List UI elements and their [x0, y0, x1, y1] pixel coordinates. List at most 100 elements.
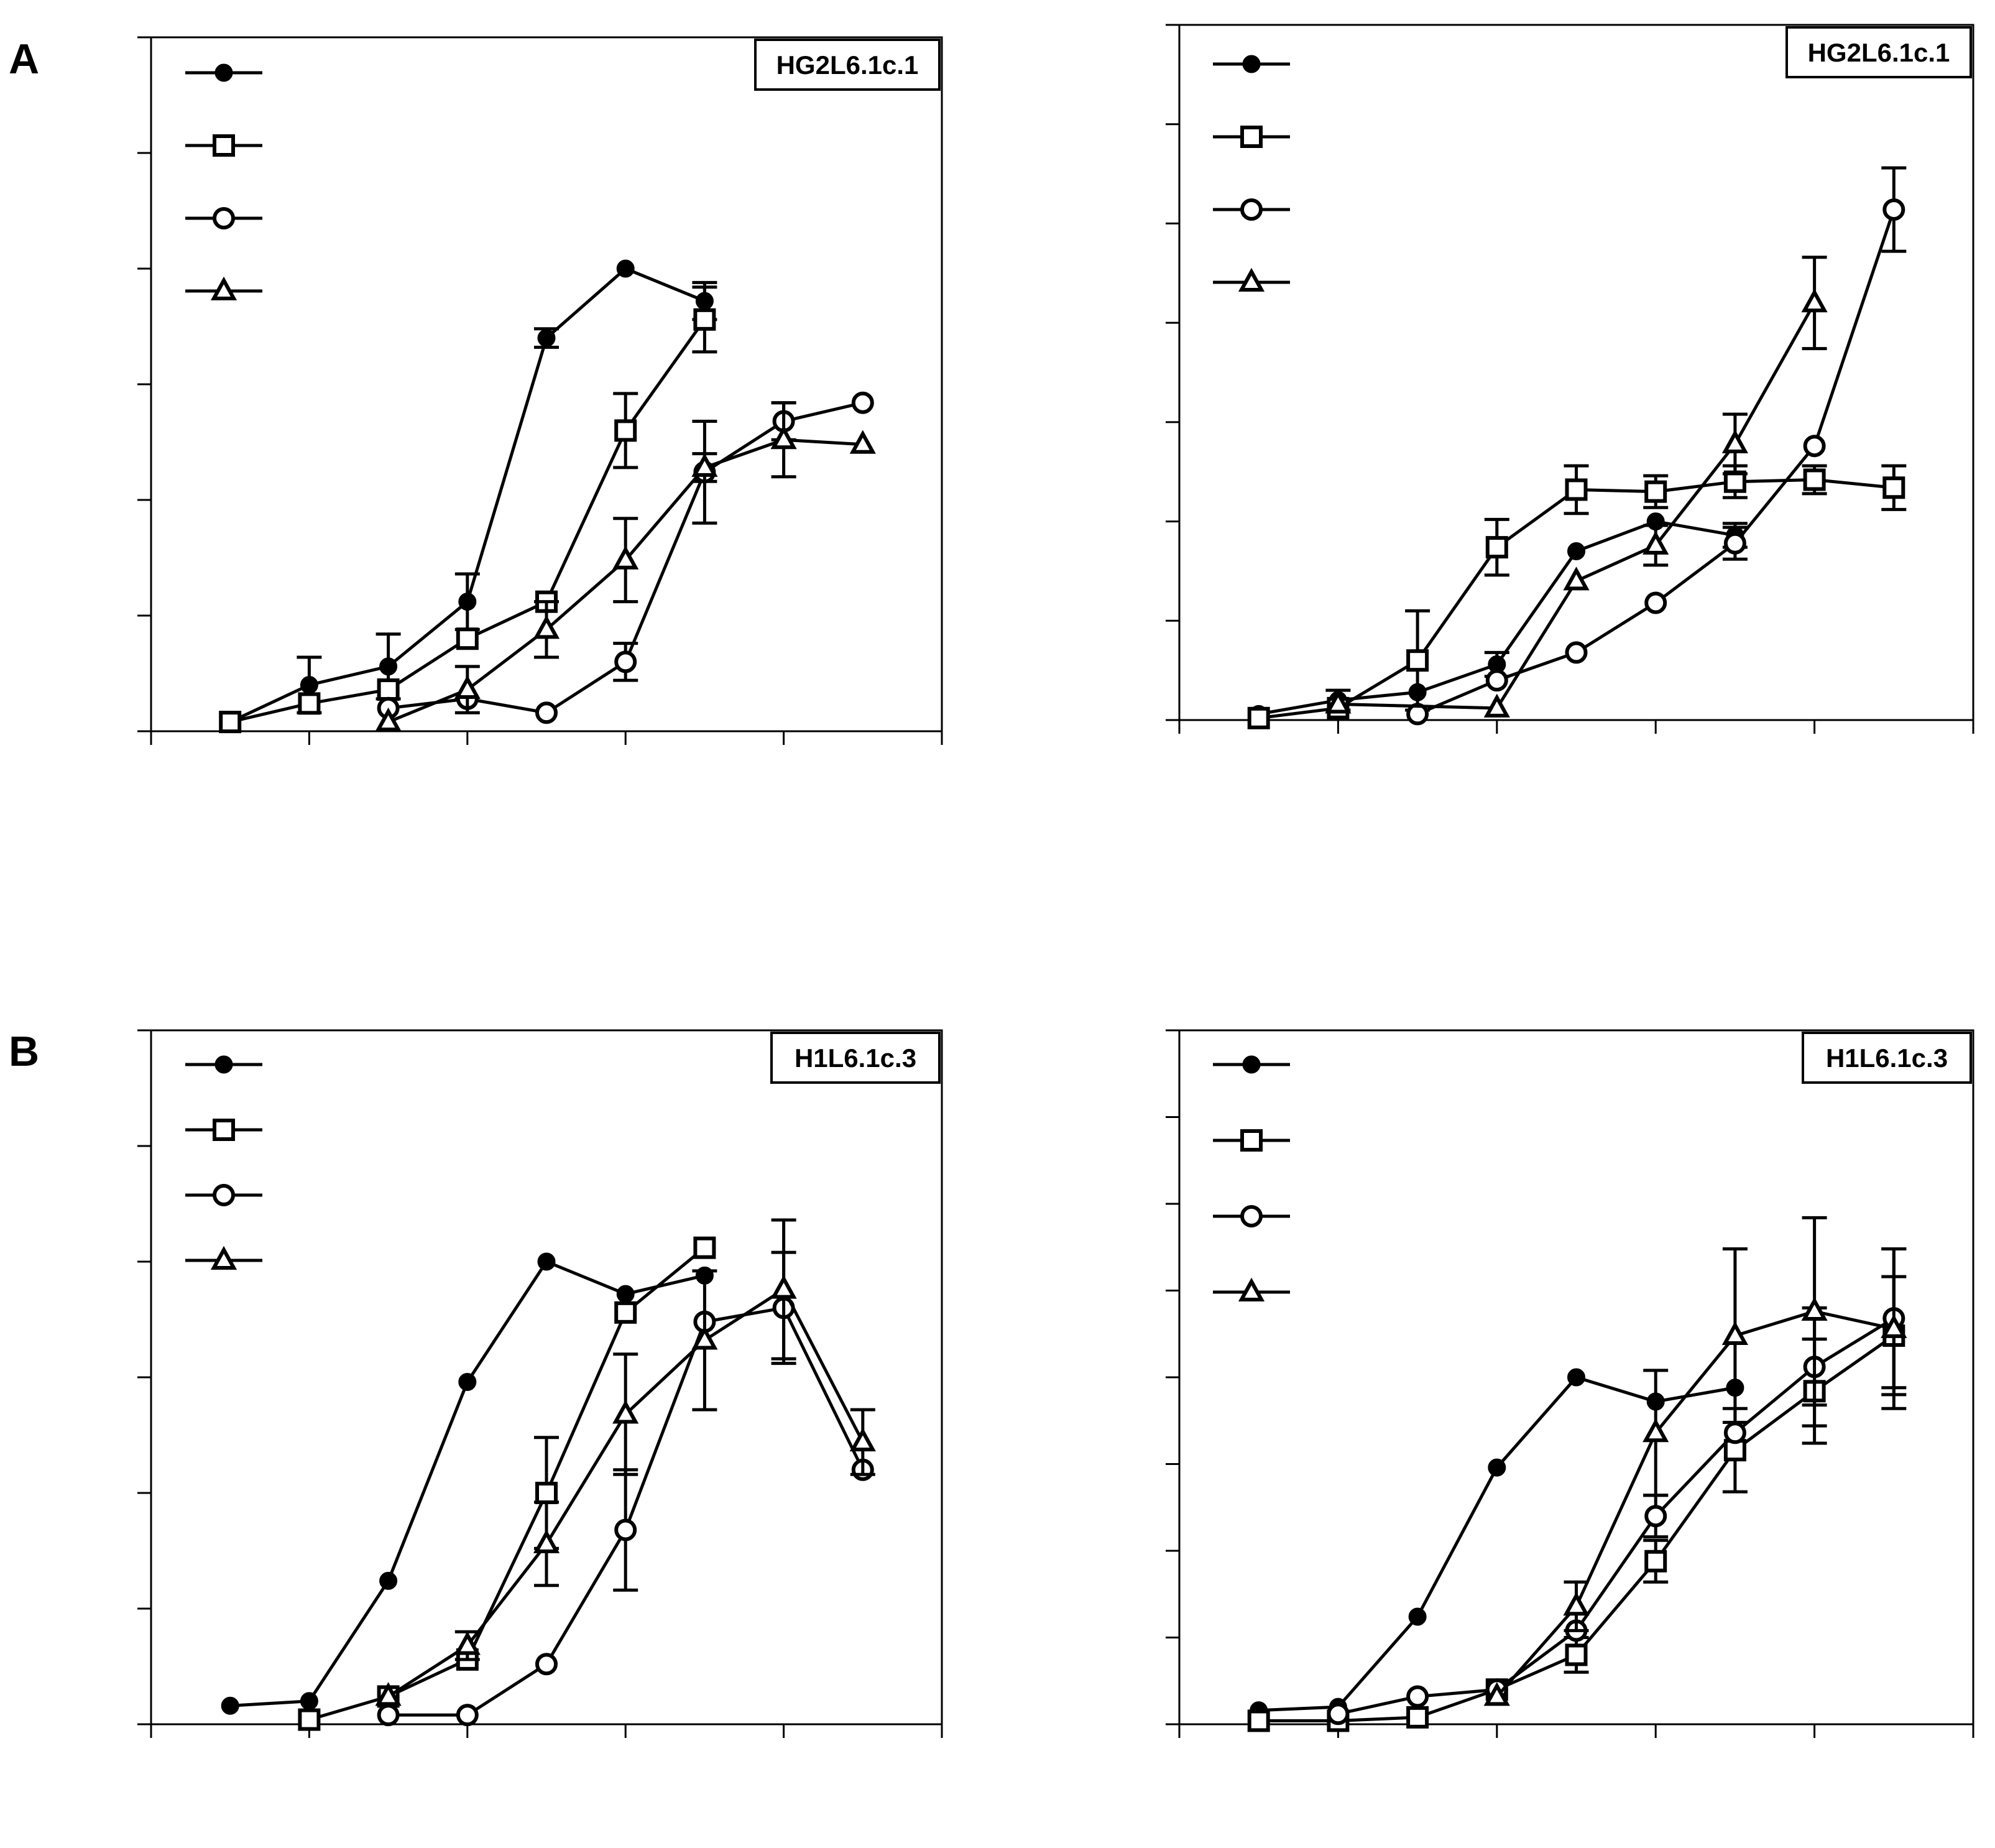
legend-marker: [1240, 198, 1263, 221]
data-point: [1488, 1458, 1506, 1477]
legend-entry: [185, 63, 262, 82]
series-ite: [1406, 166, 1907, 726]
data-point: [537, 329, 556, 348]
data-point: [851, 391, 874, 414]
series-tcdf: [219, 285, 717, 734]
data-point: [1565, 641, 1588, 664]
data-point: [537, 1252, 556, 1271]
legend-marker: [1240, 1129, 1263, 1152]
legend-entry: [185, 276, 262, 300]
data-point: [1567, 1368, 1585, 1387]
cell-line-label: HG2L6.1c.1: [776, 50, 919, 80]
data-point: [454, 1631, 481, 1655]
series-line: [1495, 1310, 1894, 1698]
legend-entry: [185, 1245, 262, 1270]
panel-letter-a: A: [9, 35, 39, 83]
data-point: [1565, 1643, 1588, 1666]
data-point: [1801, 288, 1828, 313]
data-point: [1723, 532, 1746, 555]
data-point: [1325, 690, 1352, 714]
data-point: [454, 675, 481, 700]
legend-marker: [213, 134, 235, 157]
data-point: [535, 1482, 558, 1504]
legend-marker: [213, 207, 235, 229]
series-line: [1337, 1317, 1895, 1716]
series-ficz: [1483, 1216, 1907, 1706]
legend-entry: [185, 207, 262, 229]
data-point: [1565, 478, 1588, 501]
data-point: [1882, 198, 1905, 221]
series-3mc: [375, 401, 876, 732]
series-tcdf: [298, 1236, 716, 1731]
cell-line-label: H1L6.1c.3: [1826, 1043, 1948, 1073]
data-point: [849, 430, 876, 454]
legend-marker: [1242, 55, 1261, 73]
data-point: [614, 1301, 637, 1324]
data-point: [1803, 468, 1826, 491]
data-point: [1644, 1550, 1667, 1573]
data-point: [691, 453, 718, 477]
data-point: [300, 676, 318, 695]
legend-marker: [1238, 267, 1265, 292]
data-point: [1801, 1296, 1828, 1321]
data-point: [1563, 566, 1590, 591]
data-point: [379, 657, 398, 676]
data-point: [298, 1708, 321, 1731]
series-ficz: [1325, 256, 1828, 718]
data-point: [614, 419, 637, 442]
legend-marker: [214, 1055, 233, 1074]
data-point: [1721, 429, 1748, 453]
cell-line-box: [1785, 26, 1972, 78]
chart-panel-b-left: H1L6.1c.3: [137, 1029, 943, 1738]
data-point: [1644, 1505, 1667, 1528]
data-point: [1644, 591, 1667, 614]
series-ir: [1247, 1275, 1907, 1732]
data-point: [770, 425, 797, 450]
data-point: [458, 593, 477, 611]
data-point: [1406, 649, 1429, 672]
data-point: [1483, 1682, 1510, 1706]
legend-entry: [1213, 1055, 1290, 1074]
legend-entry: [1213, 1277, 1290, 1301]
series-tcdd: [221, 259, 717, 731]
chart-panel-b-right: H1L6.1c.3: [1166, 1029, 1974, 1738]
data-point: [693, 1236, 716, 1259]
data-point: [379, 1571, 398, 1590]
data-point: [375, 707, 402, 732]
data-point: [533, 615, 560, 639]
data-point: [535, 1653, 558, 1676]
plot-frame: [150, 1029, 943, 1726]
cell-line-box: [770, 1032, 941, 1084]
data-point: [1406, 1685, 1429, 1708]
series-line: [1258, 1375, 1736, 1712]
data-point: [1643, 1418, 1669, 1443]
chart-panel-a-right: HG2L6.1c.1: [1166, 24, 1974, 734]
series-tcdd: [221, 1252, 714, 1715]
legend-marker: [1238, 1277, 1265, 1301]
series-line: [1258, 478, 1894, 720]
legend-entry: [1213, 55, 1290, 73]
data-point: [1485, 669, 1508, 692]
cell-line-box: [1802, 1032, 1972, 1084]
data-point: [456, 1704, 479, 1727]
chart-panel-a-left: HG2L6.1c.1: [137, 36, 943, 745]
series-line: [1417, 209, 1896, 716]
data-point: [375, 1682, 402, 1706]
data-point: [377, 678, 400, 701]
series-3mc: [375, 1218, 876, 1706]
data-point: [612, 545, 639, 570]
legend-marker: [1240, 126, 1263, 148]
data-point: [616, 1285, 635, 1303]
data-point: [616, 259, 635, 278]
legend-marker: [1242, 1055, 1261, 1074]
data-point: [614, 1518, 637, 1541]
data-point: [533, 1529, 560, 1553]
legend-marker: [210, 1245, 237, 1270]
cell-line-box: [754, 39, 941, 91]
legend-marker: [213, 1184, 235, 1206]
data-point: [221, 1696, 239, 1715]
data-point: [298, 692, 321, 715]
plot-frame: [1178, 24, 1974, 721]
series-line: [308, 1246, 706, 1721]
